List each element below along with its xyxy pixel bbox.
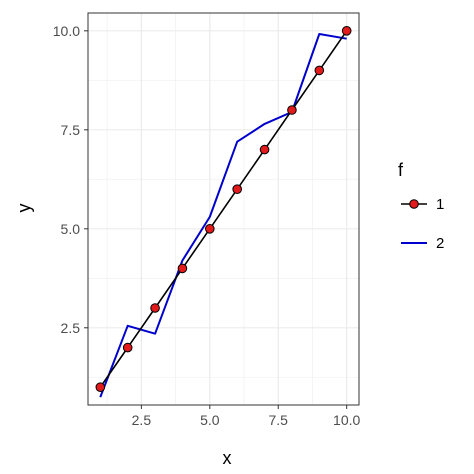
x-axis-title: x xyxy=(223,448,232,468)
series-1-point xyxy=(122,342,133,353)
y-tick-label: 7.5 xyxy=(61,122,81,138)
series-1-point xyxy=(232,184,242,195)
y-axis: 2.5 5.0 7.5 10.0 xyxy=(53,23,88,336)
grid-major xyxy=(88,13,359,405)
series-1-point xyxy=(177,263,188,274)
series-2-line xyxy=(99,33,347,398)
y-tick-label: 5.0 xyxy=(61,221,81,237)
series-1-point xyxy=(314,65,325,76)
legend-label-series-1: 1 xyxy=(436,196,444,213)
x-tick-label: 7.5 xyxy=(269,412,289,428)
series-layer xyxy=(95,26,352,398)
legend-label-series-2: 2 xyxy=(436,235,444,252)
series-1-point xyxy=(95,382,106,392)
x-tick-label: 5.0 xyxy=(200,412,220,428)
legend: f 1 2 xyxy=(398,160,444,252)
x-tick-label: 10.0 xyxy=(333,412,360,428)
grid-minor xyxy=(88,13,359,405)
legend-key-series-1 xyxy=(401,199,427,209)
x-axis: 2.5 5.0 7.5 10.0 xyxy=(132,405,361,428)
y-axis-title: y xyxy=(14,204,34,213)
plot-panel xyxy=(87,12,360,406)
x-tick-label: 2.5 xyxy=(132,412,152,428)
y-tick-label: 10.0 xyxy=(53,23,80,39)
series-1-point xyxy=(205,223,215,234)
series-1-line xyxy=(99,30,348,388)
series-1-point xyxy=(150,303,160,313)
series-1-point xyxy=(259,144,270,155)
series-1-point xyxy=(341,26,352,36)
y-tick-label: 2.5 xyxy=(61,320,81,336)
panel-border xyxy=(87,12,360,406)
series-1-point xyxy=(287,105,297,115)
legend-title: f xyxy=(398,160,404,180)
